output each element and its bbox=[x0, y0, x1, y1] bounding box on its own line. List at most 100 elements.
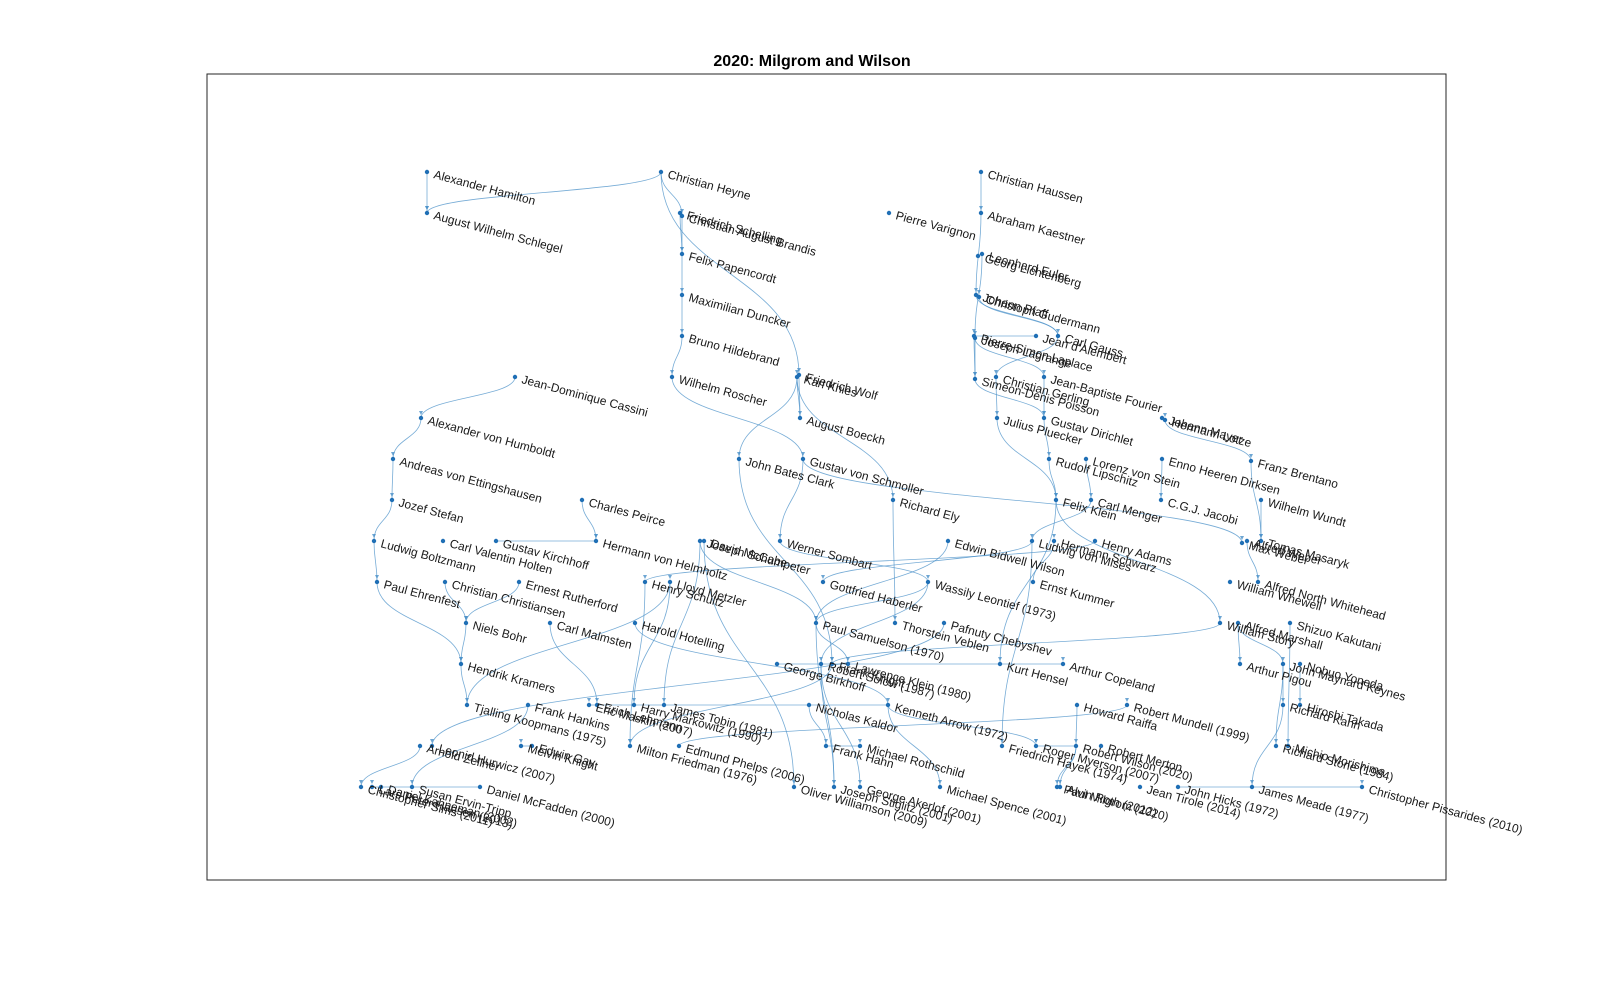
node-lars-peter-hansen-2013[interactable] bbox=[369, 784, 375, 790]
node-gottfried-haberler[interactable] bbox=[820, 579, 826, 585]
node-friedrich-wolf[interactable] bbox=[796, 372, 802, 378]
node-christian-heyne[interactable] bbox=[658, 169, 664, 175]
node-michio-morishima[interactable] bbox=[1285, 743, 1291, 749]
node-friedrich-hayek-1974[interactable] bbox=[999, 743, 1005, 749]
node-john-maynard-keynes[interactable] bbox=[1280, 661, 1286, 667]
node-niels-bohr[interactable] bbox=[463, 620, 469, 626]
node-ernest-rutherford[interactable] bbox=[516, 579, 522, 585]
node-james-meade-1977[interactable] bbox=[1249, 784, 1255, 790]
node-paul-samuelson-1970[interactable] bbox=[813, 620, 819, 626]
node-henry-schultz[interactable] bbox=[642, 579, 648, 585]
node-kenneth-arrow-1972[interactable] bbox=[885, 702, 891, 708]
node-david-mccabe[interactable] bbox=[701, 538, 707, 544]
node-milton-friedman-1976[interactable] bbox=[627, 743, 633, 749]
node-alfred-weber[interactable] bbox=[1244, 538, 1250, 544]
node-kurt-hensel[interactable] bbox=[997, 661, 1003, 667]
node-georg-lichtenberg[interactable] bbox=[975, 253, 981, 259]
node-robert-wilson-2020[interactable] bbox=[1073, 743, 1079, 749]
node-simeon-denis-poisson[interactable] bbox=[972, 376, 978, 382]
node-nicholas-kaldor[interactable] bbox=[806, 702, 812, 708]
node-ernst-kummer[interactable] bbox=[1030, 579, 1036, 585]
node-joseph-lagrange[interactable] bbox=[972, 335, 978, 341]
node-robert-merton[interactable] bbox=[1098, 743, 1104, 749]
node-christian-gerling[interactable] bbox=[993, 374, 999, 380]
node-richard-kahn[interactable] bbox=[1280, 702, 1286, 708]
node-edmund-phelps-2006[interactable] bbox=[676, 743, 682, 749]
node-carl-gauss[interactable] bbox=[1055, 333, 1061, 339]
node-august-boeckh[interactable] bbox=[797, 415, 803, 421]
node-jean-dominique-cassini[interactable] bbox=[512, 374, 518, 380]
node-daniel-kahneman-2002[interactable] bbox=[378, 784, 384, 790]
node-alfred-north-whitehead[interactable] bbox=[1255, 579, 1261, 585]
node-hiroshi-takada[interactable] bbox=[1297, 702, 1303, 708]
node-george-birkhoff[interactable] bbox=[774, 661, 780, 667]
node-max-weber[interactable] bbox=[1239, 540, 1245, 546]
node-john-hicks-1972[interactable] bbox=[1175, 784, 1181, 790]
node-jozef-stefan[interactable] bbox=[389, 497, 395, 503]
node-tomas-masaryk[interactable] bbox=[1258, 538, 1264, 544]
node-erich-lehmann[interactable] bbox=[594, 702, 600, 708]
node-christian-haussen[interactable] bbox=[978, 169, 984, 175]
node-hendrik-kramers[interactable] bbox=[458, 661, 464, 667]
node-christian-christiansen[interactable] bbox=[442, 579, 448, 585]
node-eric-maskin-2007[interactable] bbox=[586, 702, 592, 708]
node-oliver-williamson-2009[interactable] bbox=[791, 784, 797, 790]
node-pierre-varignon[interactable] bbox=[886, 210, 892, 216]
node-lawrence-klein-1980[interactable] bbox=[845, 661, 851, 667]
node-carl-valentin-holten[interactable] bbox=[440, 538, 446, 544]
node-felix-papencordt[interactable] bbox=[679, 251, 685, 257]
node-frank-knight[interactable] bbox=[829, 661, 835, 667]
node-michael-spence-2001[interactable] bbox=[937, 784, 943, 790]
node-gustav-dirichlet[interactable] bbox=[1041, 415, 1047, 421]
node-carl-malmsten[interactable] bbox=[547, 620, 553, 626]
node-harold-hotelling[interactable] bbox=[632, 620, 638, 626]
node-abraham-kaestner[interactable] bbox=[978, 210, 984, 216]
node-charles-peirce[interactable] bbox=[579, 497, 585, 503]
node-christoph-gudermann[interactable] bbox=[976, 294, 982, 300]
node-felix-klein[interactable] bbox=[1053, 497, 1059, 503]
node-gustav-von-schmoller[interactable] bbox=[800, 456, 806, 462]
node-james-tobin-1981[interactable] bbox=[661, 702, 667, 708]
node-enno-heeren-dirksen[interactable] bbox=[1159, 456, 1165, 462]
node-richard-ely[interactable] bbox=[890, 497, 896, 503]
node-hermann-schwarz[interactable] bbox=[1051, 538, 1057, 544]
node-rudolf-lipschitz[interactable] bbox=[1046, 456, 1052, 462]
node-carl-menger[interactable] bbox=[1088, 497, 1094, 503]
node-christopher-pissarides-2010[interactable] bbox=[1359, 784, 1365, 790]
node-wassily-leontief-1973[interactable] bbox=[925, 579, 931, 585]
node-bruno-hildebrand[interactable] bbox=[679, 333, 685, 339]
node-werner-sombart[interactable] bbox=[777, 538, 783, 544]
node-august-wilhelm-schlegel[interactable] bbox=[424, 210, 430, 216]
node-shizuo-kakutani[interactable] bbox=[1287, 620, 1293, 626]
node-paul-ehrenfest[interactable] bbox=[374, 579, 380, 585]
node-wilhelm-roscher[interactable] bbox=[669, 374, 675, 380]
node-leonid-hurwicz-2007[interactable] bbox=[429, 743, 435, 749]
node-william-whewell[interactable] bbox=[1227, 579, 1233, 585]
node-william-story[interactable] bbox=[1217, 620, 1223, 626]
node-franz-brentano[interactable] bbox=[1248, 458, 1254, 464]
node-gustav-kirchhoff[interactable] bbox=[493, 538, 499, 544]
node-leonhard-euler[interactable] bbox=[979, 251, 985, 257]
node-jean-tirole-2014[interactable] bbox=[1137, 784, 1143, 790]
node-michael-rothschild[interactable] bbox=[857, 743, 863, 749]
node-john-bates-clark[interactable] bbox=[736, 456, 742, 462]
node-jean-d-alembert[interactable] bbox=[1033, 333, 1039, 339]
node-ludwig-von-mises[interactable] bbox=[1029, 538, 1035, 544]
node-jean-baptiste-fourier[interactable] bbox=[1041, 374, 1047, 380]
node-nobuo-yoneda[interactable] bbox=[1297, 661, 1303, 667]
node-edwin-bidwell-wilson[interactable] bbox=[945, 538, 951, 544]
node-hermann-lotze[interactable] bbox=[1162, 417, 1168, 423]
node-arthur-pigou[interactable] bbox=[1237, 661, 1243, 667]
node-thorstein-veblen[interactable] bbox=[892, 620, 898, 626]
node-melvin-knight[interactable] bbox=[518, 743, 524, 749]
node-henry-adams[interactable] bbox=[1092, 538, 1098, 544]
node-robert-mundell-1999[interactable] bbox=[1124, 702, 1130, 708]
node-christian-august-brandis[interactable] bbox=[679, 213, 685, 219]
node-wilhelm-wundt[interactable] bbox=[1258, 497, 1264, 503]
node-hermann-von-helmholtz[interactable] bbox=[593, 538, 599, 544]
node-harry-markowitz-1990[interactable] bbox=[631, 702, 637, 708]
node-arthur-copeland[interactable] bbox=[1060, 661, 1066, 667]
node-howard-raiffa[interactable] bbox=[1074, 702, 1080, 708]
node-pafnuty-chebyshev[interactable] bbox=[941, 620, 947, 626]
node-lorenz-von-stein[interactable] bbox=[1083, 456, 1089, 462]
